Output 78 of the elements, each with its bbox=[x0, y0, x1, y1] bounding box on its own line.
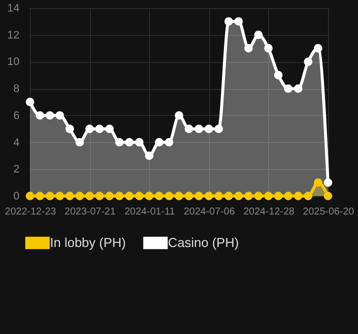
point bbox=[144, 151, 154, 160]
y-tick-label: 12 bbox=[7, 29, 20, 42]
point bbox=[294, 84, 302, 93]
point bbox=[304, 57, 312, 66]
point bbox=[234, 192, 243, 200]
point bbox=[254, 192, 263, 200]
point bbox=[224, 17, 233, 26]
y-tick-label: 8 bbox=[13, 83, 20, 96]
x-tick-label: 2024-01-11 bbox=[124, 206, 176, 218]
point bbox=[135, 192, 144, 200]
point bbox=[135, 138, 144, 147]
point bbox=[324, 192, 332, 200]
point bbox=[264, 192, 273, 200]
point bbox=[264, 44, 273, 53]
x-tick-label: 2023-07-21 bbox=[64, 206, 116, 218]
point bbox=[224, 192, 233, 200]
point bbox=[174, 192, 184, 200]
x-tick-label: 2025-06-20 bbox=[302, 206, 355, 218]
y-tick-label: 4 bbox=[13, 136, 20, 149]
point bbox=[56, 192, 64, 200]
point bbox=[294, 192, 302, 200]
point bbox=[56, 111, 64, 120]
point bbox=[184, 124, 194, 134]
point bbox=[174, 111, 184, 120]
point bbox=[204, 124, 214, 134]
point bbox=[105, 192, 114, 200]
point bbox=[274, 192, 283, 200]
point bbox=[115, 192, 124, 200]
x-tick-label: 2024-12-28 bbox=[243, 206, 295, 218]
point bbox=[214, 192, 223, 200]
point bbox=[75, 192, 84, 200]
point bbox=[85, 124, 94, 134]
point bbox=[65, 124, 74, 134]
point bbox=[284, 192, 293, 200]
point bbox=[105, 124, 114, 134]
y-tick-label: 14 bbox=[7, 2, 20, 14]
point bbox=[115, 138, 124, 147]
point bbox=[184, 192, 194, 200]
point bbox=[304, 192, 312, 200]
point bbox=[214, 124, 223, 134]
point bbox=[46, 111, 54, 120]
x-tick-label: 2024-07-06 bbox=[184, 206, 236, 218]
point bbox=[314, 178, 322, 187]
point bbox=[144, 192, 154, 200]
point bbox=[274, 70, 283, 80]
point bbox=[75, 138, 84, 147]
point bbox=[204, 192, 214, 200]
point bbox=[65, 192, 74, 200]
point bbox=[95, 124, 104, 134]
point bbox=[164, 192, 174, 200]
point bbox=[194, 124, 204, 134]
point bbox=[234, 17, 243, 26]
point bbox=[36, 111, 44, 120]
y-tick-label: 6 bbox=[13, 110, 20, 122]
point bbox=[154, 192, 164, 200]
point bbox=[254, 30, 263, 40]
legend-label: In lobby (PH) bbox=[50, 234, 126, 250]
point bbox=[26, 192, 34, 200]
point bbox=[194, 192, 204, 200]
point bbox=[26, 98, 34, 106]
point bbox=[46, 192, 54, 200]
point bbox=[125, 192, 134, 200]
point bbox=[125, 138, 134, 147]
point bbox=[284, 84, 293, 93]
point bbox=[244, 192, 253, 200]
y-tick-label: 10 bbox=[7, 56, 20, 68]
point bbox=[314, 44, 322, 53]
y-tick-label: 0 bbox=[13, 190, 20, 202]
point bbox=[164, 138, 174, 147]
legend-label: Casino (PH) bbox=[168, 234, 239, 250]
point bbox=[36, 192, 44, 200]
y-tick-label: 2 bbox=[13, 164, 20, 176]
point bbox=[85, 192, 94, 200]
x-tick-label: 2022-12-23 bbox=[4, 206, 57, 218]
point bbox=[324, 178, 332, 187]
point bbox=[154, 138, 164, 147]
point bbox=[244, 44, 253, 53]
point bbox=[95, 192, 104, 200]
